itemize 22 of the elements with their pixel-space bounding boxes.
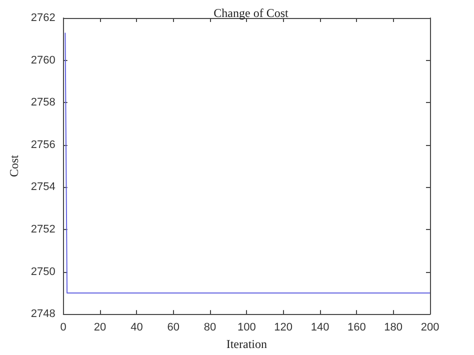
x-axis-title: Iteration: [226, 337, 268, 351]
x-tick-label: 0: [60, 322, 66, 334]
x-tick-label: 40: [130, 322, 143, 334]
y-tick-label: 2750: [30, 266, 56, 278]
x-tick-label: 160: [347, 322, 366, 334]
x-tick-label: 200: [420, 322, 440, 334]
y-tick-label: 2752: [30, 224, 56, 236]
x-tick-label: 140: [310, 322, 330, 334]
x-tick-label: 80: [204, 322, 216, 334]
y-tick-label: 2762: [30, 12, 56, 24]
y-tick-label: 2754: [30, 181, 56, 194]
x-tick-label: 60: [167, 322, 180, 334]
y-axis-title: Cost: [7, 154, 21, 178]
y-tick-label: 2748: [30, 308, 56, 320]
y-tick-label: 2758: [30, 96, 56, 109]
x-tick-label: 120: [274, 322, 293, 334]
x-tick-label: 100: [238, 322, 256, 334]
x-tick-label: 20: [94, 322, 106, 334]
y-tick-label: 2756: [30, 138, 56, 151]
x-tick-label: 180: [384, 322, 403, 334]
y-tick-label: 2760: [30, 54, 56, 66]
chart-title: Change of Cost: [214, 6, 289, 20]
